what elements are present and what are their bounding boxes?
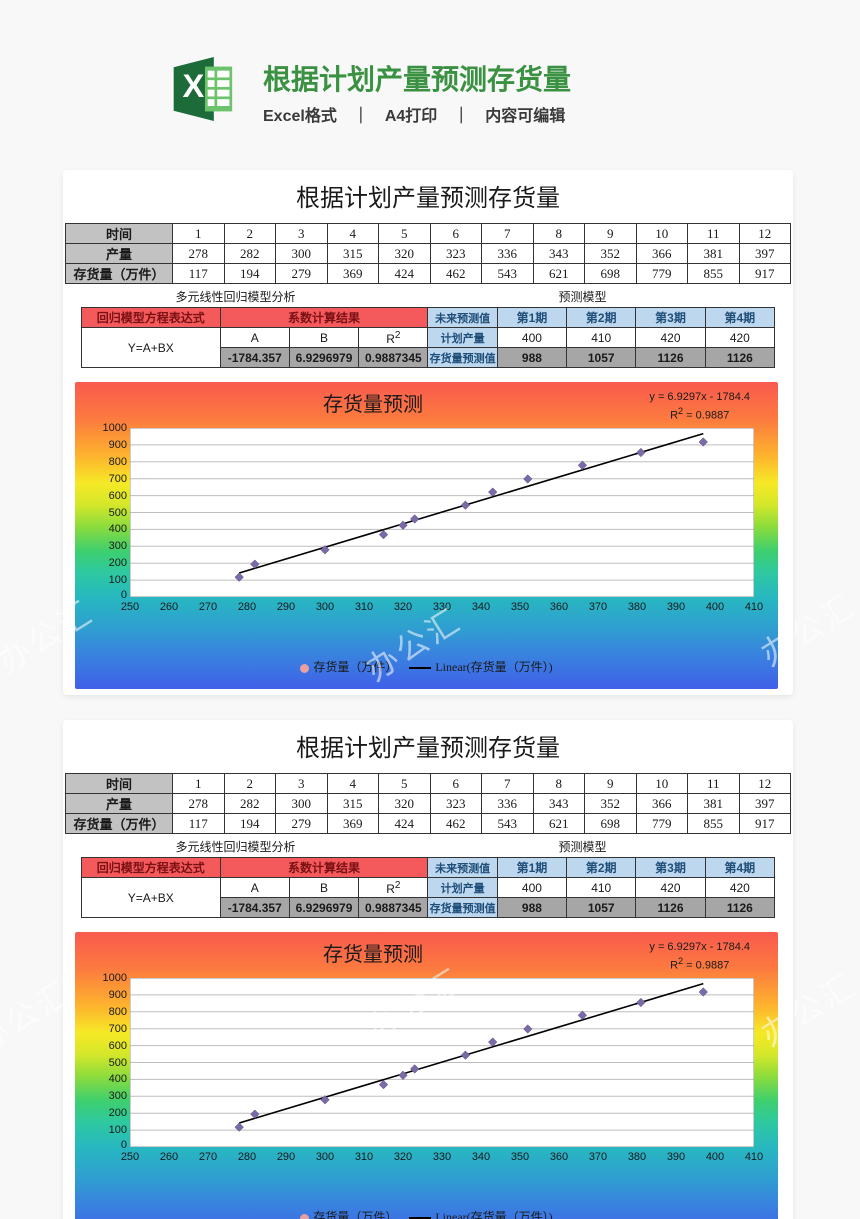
svg-text:X: X (183, 67, 205, 104)
